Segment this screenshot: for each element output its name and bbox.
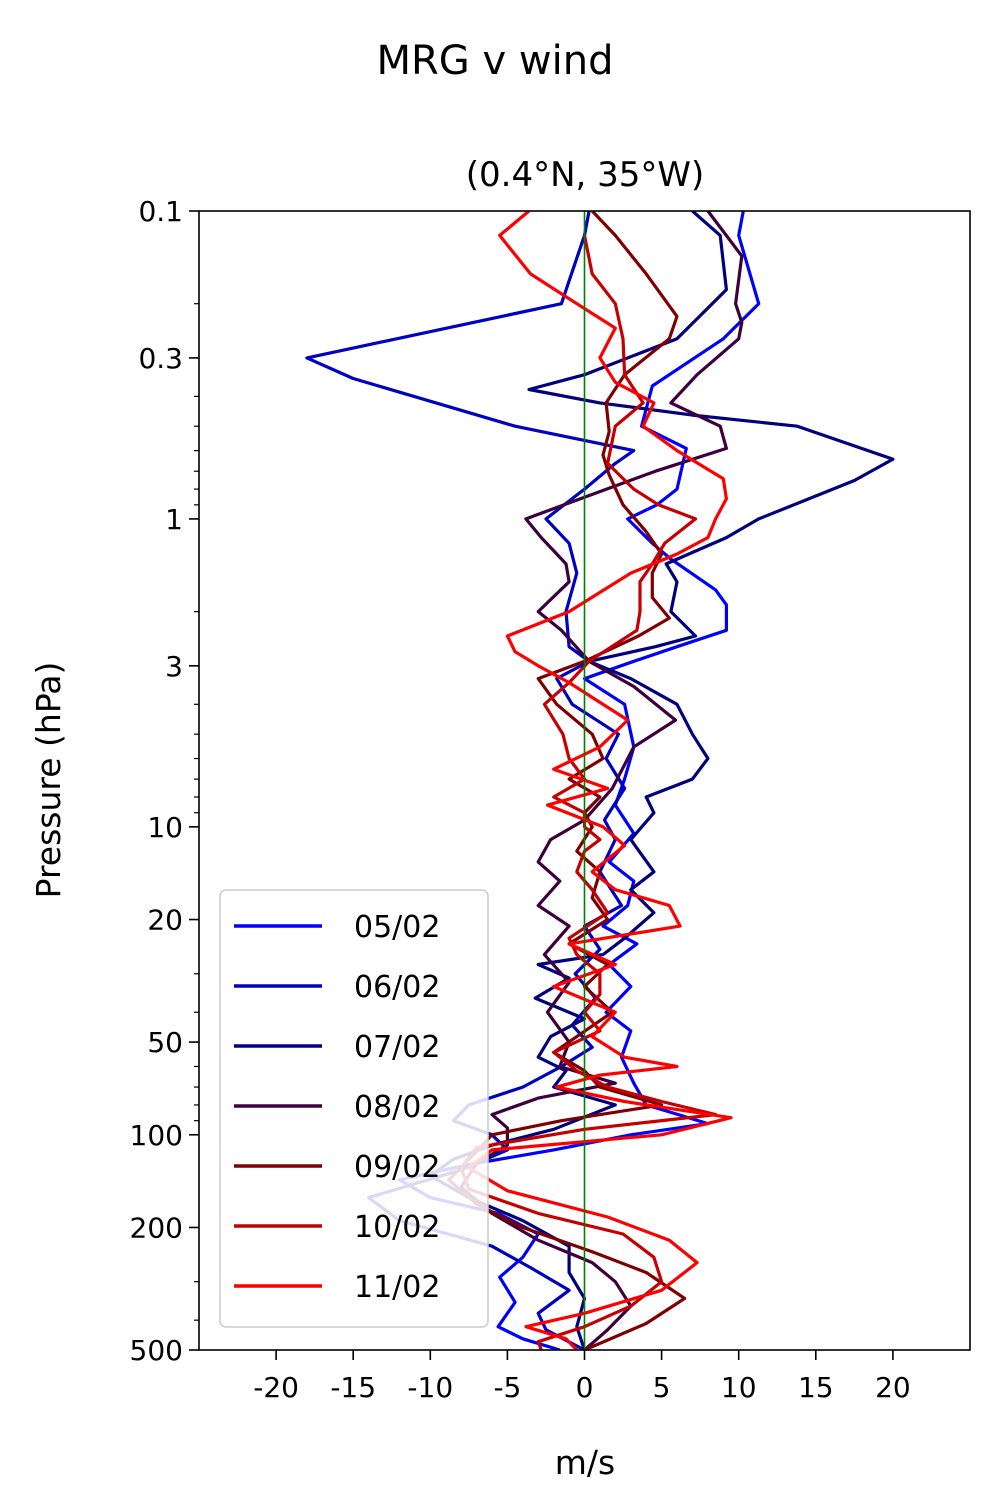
legend-label-2: 06/02: [354, 970, 440, 1005]
y-tick-label: 3: [165, 650, 183, 683]
legend-label-5: 09/02: [354, 1150, 440, 1185]
x-tick-label: -20: [253, 1371, 299, 1404]
ticks-group: -20 -15 -10 -5 0 5 10 15 20 0.1 0.3 1 3 10 20 50 100 200 5…: [130, 195, 911, 1404]
legend-label-6: 10/02: [354, 1210, 440, 1245]
y-tick-label: 50: [147, 1026, 183, 1059]
x-tick-label: 15: [798, 1371, 834, 1404]
legend: 05/02 06/02 07/02 08/02 09/02 10/02 11/02: [219, 889, 489, 1328]
legend-box: [219, 889, 489, 1328]
legend-label-1: 05/02: [354, 910, 440, 945]
series-line-3: [428, 211, 895, 1350]
x-tick-label: -5: [493, 1371, 521, 1404]
y-tick-label: 500: [130, 1334, 183, 1367]
legend-label-4: 08/02: [354, 1090, 440, 1125]
x-tick-label: -10: [407, 1371, 453, 1404]
x-tick-label: 5: [653, 1371, 671, 1404]
x-tick-label: -15: [330, 1371, 376, 1404]
y-tick-label: 1: [165, 503, 183, 536]
chart-suptitle: MRG v wind: [377, 38, 614, 84]
legend-label-3: 07/02: [354, 1030, 440, 1065]
x-tick-label: 10: [721, 1371, 757, 1404]
y-tick-label: 0.1: [138, 195, 183, 228]
y-tick-label: 100: [130, 1119, 183, 1152]
y-tick-label: 0.3: [138, 342, 183, 375]
x-tick-label: 20: [875, 1371, 911, 1404]
chart-title: (0.4°N, 35°W): [466, 155, 705, 195]
y-tick-label: 10: [147, 811, 183, 844]
y-axis-label: Pressure (hPa): [29, 662, 68, 899]
y-tick-label: 200: [130, 1211, 183, 1244]
series-line-4: [459, 211, 744, 1350]
legend-label-7: 11/02: [354, 1270, 440, 1305]
x-tick-label: 0: [576, 1371, 594, 1404]
x-axis-label: m/s: [555, 1443, 615, 1482]
y-tick-label: 20: [147, 904, 183, 937]
